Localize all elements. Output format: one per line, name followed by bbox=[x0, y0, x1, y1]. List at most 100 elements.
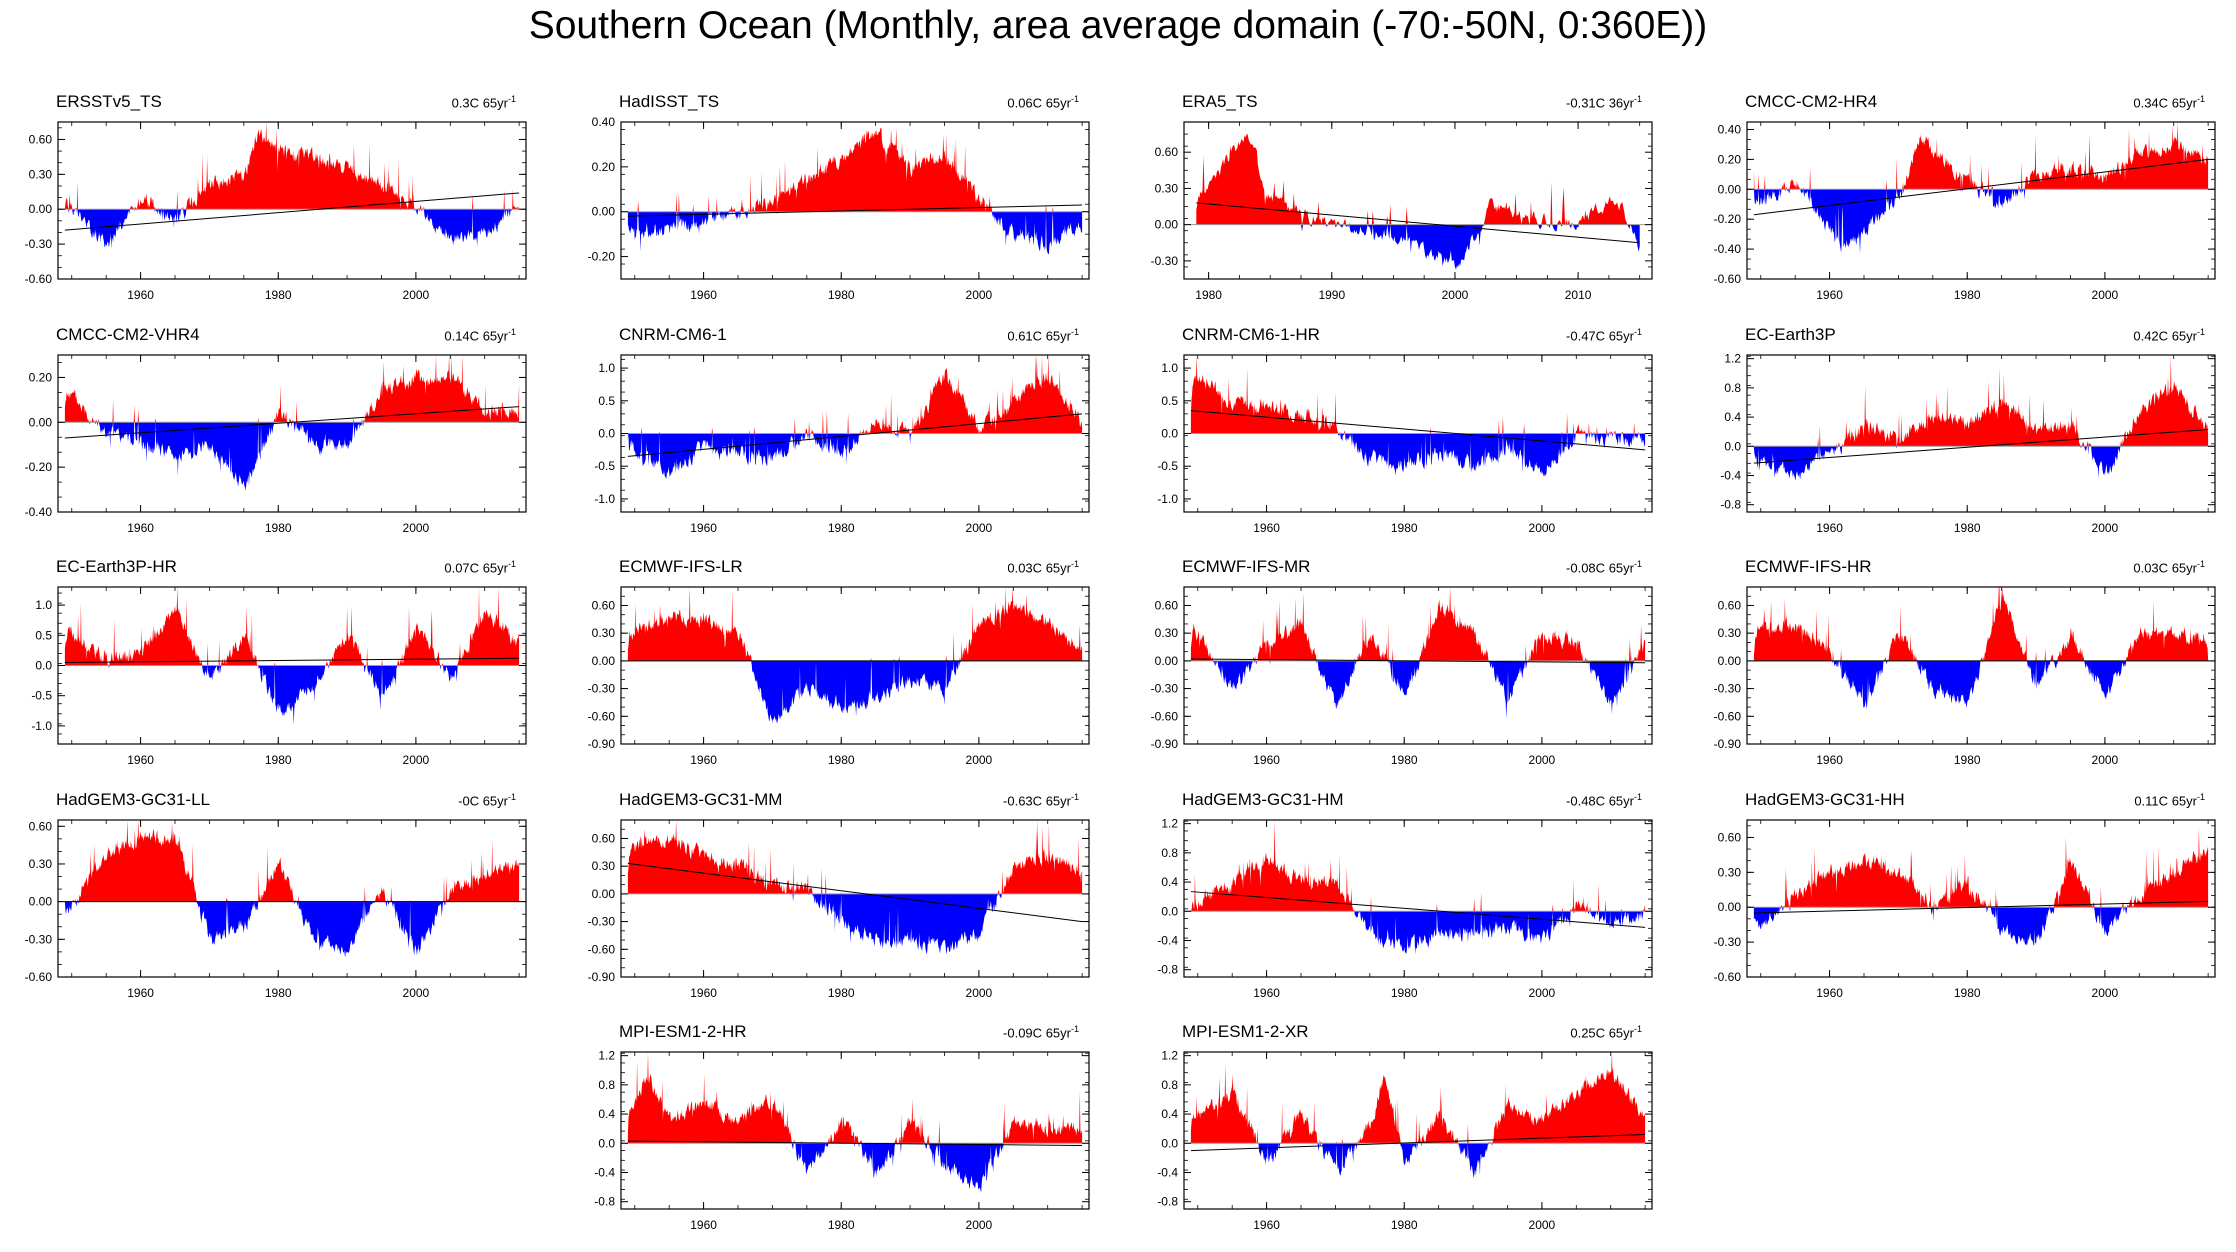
panel-title: EC-Earth3P bbox=[1745, 325, 1836, 344]
panel-title: MPI-ESM1-2-XR bbox=[1182, 1022, 1309, 1041]
y-tick-label: -0.90 bbox=[588, 737, 616, 751]
x-tick-label: 2000 bbox=[1442, 288, 1469, 302]
trend-label: 0.3C 65yr-1 bbox=[452, 94, 516, 110]
trend-period: 65yr bbox=[1045, 1025, 1071, 1041]
y-tick-label: 0.00 bbox=[592, 205, 616, 219]
trend-line bbox=[64, 192, 520, 231]
trend-period: 36yr bbox=[1608, 95, 1634, 111]
trend-exponent: -1 bbox=[1070, 1024, 1079, 1034]
positive-anomaly-area bbox=[1190, 587, 1646, 661]
y-tick-label: -1.0 bbox=[1157, 492, 1178, 506]
chart-panel: MPI-ESM1-2-XR 0.25C 65yr-1 1.2 0.8 0.4 0.0 -0.… bbox=[1136, 1022, 1656, 1252]
chart-panel: ERA5_TS -0.31C 36yr-1 0.60 0.30 0.00 -0.30 198… bbox=[1136, 92, 1656, 322]
negative-anomaly-area bbox=[1753, 446, 2209, 481]
trend-value: -0.48C bbox=[1566, 793, 1606, 809]
trend-value: 0.3C bbox=[451, 95, 480, 111]
trend-label: 0.06C 65yr-1 bbox=[1007, 94, 1079, 110]
y-tick-label: -0.4 bbox=[1157, 1165, 1178, 1179]
trend-line bbox=[627, 1140, 1083, 1146]
y-tick-label: 0.00 bbox=[1718, 182, 1742, 196]
positive-anomaly-area bbox=[627, 1052, 1083, 1144]
y-tick-label: 0.4 bbox=[1161, 875, 1178, 889]
trend-line bbox=[1190, 891, 1646, 928]
trend-value: 0.25C bbox=[1570, 1025, 1606, 1041]
trend-exponent: -1 bbox=[1070, 94, 1079, 104]
x-tick-label: 2000 bbox=[2092, 521, 2119, 535]
negative-anomaly-area bbox=[64, 209, 520, 249]
chart-panel: EC-Earth3P-HR 0.07C 65yr-1 1.0 0.5 0.0 -0.5 -1… bbox=[10, 557, 530, 787]
y-tick-label: 0.0 bbox=[1161, 904, 1178, 918]
negative-anomaly-area bbox=[64, 422, 520, 491]
positive-anomaly-area bbox=[64, 122, 520, 210]
trend-exponent: -1 bbox=[2196, 327, 2205, 337]
negative-anomaly-area bbox=[1753, 660, 2209, 709]
trend-exponent: -1 bbox=[2196, 792, 2205, 802]
y-tick-label: 0.0 bbox=[598, 427, 615, 441]
trend-label: 0.03C 65yr-1 bbox=[2133, 559, 2205, 575]
x-tick-label: 2000 bbox=[2092, 288, 2119, 302]
panel-plot: 1.2 0.8 0.4 0.0 -0.4 -0.8 1960 1980 2000 bbox=[1720, 352, 2216, 535]
y-tick-label: 0.00 bbox=[1155, 218, 1179, 232]
plot-frame bbox=[620, 121, 1090, 280]
y-tick-label: -0.30 bbox=[25, 237, 53, 251]
positive-anomaly-area bbox=[1190, 820, 1646, 912]
y-tick-label: 1.0 bbox=[1161, 361, 1178, 375]
chart-panel: HadGEM3-GC31-MM -0.63C 65yr-1 0.60 0.30 0.00… bbox=[573, 790, 1093, 1020]
panel-title: MPI-ESM1-2-HR bbox=[619, 1022, 747, 1041]
y-tick-label: -0.5 bbox=[31, 689, 52, 703]
negative-anomaly-area bbox=[1190, 911, 1646, 955]
y-tick-label: 0.00 bbox=[29, 415, 53, 429]
x-tick-label: 1960 bbox=[1253, 986, 1280, 1000]
y-tick-label: 0.5 bbox=[1161, 394, 1178, 408]
negative-anomaly-area bbox=[627, 211, 1083, 255]
trend-period: 65yr bbox=[1045, 328, 1071, 344]
chart-panel: ECMWF-IFS-MR -0.08C 65yr-1 0.60 0.30 0.00 -0.… bbox=[1136, 557, 1656, 787]
trend-exponent: -1 bbox=[2196, 559, 2205, 569]
y-tick-label: 0.00 bbox=[1718, 654, 1742, 668]
y-tick-label: 0.00 bbox=[1718, 900, 1742, 914]
x-tick-label: 2000 bbox=[966, 1218, 993, 1232]
trend-line bbox=[627, 204, 1083, 217]
positive-anomaly-area bbox=[1753, 122, 2209, 190]
y-tick-label: -1.0 bbox=[31, 719, 52, 733]
plot-frame bbox=[620, 819, 1090, 978]
trend-label: -0.31C 36yr-1 bbox=[1566, 94, 1642, 110]
y-tick-label: 0.4 bbox=[1161, 1107, 1178, 1121]
plot-frame bbox=[1746, 121, 2216, 280]
panel-plot: 0.60 0.30 0.00 -0.30 1980 1990 2000 2010 bbox=[1151, 121, 1653, 302]
y-tick-label: 0.0 bbox=[1724, 439, 1741, 453]
trend-exponent: -1 bbox=[1070, 792, 1079, 802]
trend-label: 0.34C 65yr-1 bbox=[2133, 94, 2205, 110]
y-tick-label: 0.8 bbox=[1161, 846, 1178, 860]
negative-anomaly-area bbox=[1190, 660, 1646, 719]
positive-anomaly-area bbox=[627, 587, 1083, 661]
panel-plot: 0.60 0.30 0.00 -0.30 -0.60 1960 1980 2000 bbox=[1714, 819, 2216, 1000]
y-tick-label: 0.60 bbox=[29, 132, 53, 146]
positive-anomaly-area bbox=[627, 820, 1083, 894]
x-tick-label: 1960 bbox=[1816, 753, 1843, 767]
trend-label: -0.63C 65yr-1 bbox=[1003, 792, 1079, 808]
y-tick-label: 0.30 bbox=[29, 857, 53, 871]
y-tick-label: 0.0 bbox=[35, 659, 52, 673]
trend-line bbox=[64, 657, 520, 663]
positive-anomaly-area bbox=[64, 587, 520, 666]
panel-title: ERSSTv5_TS bbox=[56, 92, 162, 111]
y-tick-label: 0.00 bbox=[29, 202, 53, 216]
trend-value: 0.03C bbox=[2133, 560, 2169, 576]
trend-period: 65yr bbox=[2171, 793, 2197, 809]
trend-period: 65yr bbox=[2171, 328, 2197, 344]
panel-title: ECMWF-IFS-LR bbox=[619, 557, 743, 576]
y-tick-label: -0.60 bbox=[1714, 272, 1742, 286]
negative-anomaly-area bbox=[1753, 907, 2209, 946]
trend-value: 0.06C bbox=[1007, 95, 1043, 111]
y-tick-label: 0.4 bbox=[1724, 410, 1741, 424]
y-tick-label: -0.30 bbox=[588, 915, 616, 929]
y-tick-label: 0.30 bbox=[1155, 181, 1179, 195]
panel-title: CNRM-CM6-1-HR bbox=[1182, 325, 1320, 344]
y-tick-label: 0.40 bbox=[1718, 122, 1742, 136]
y-tick-label: -0.60 bbox=[1151, 709, 1179, 723]
y-tick-label: 0.00 bbox=[1155, 654, 1179, 668]
x-tick-label: 2000 bbox=[1529, 753, 1556, 767]
panel-plot: 0.60 0.30 0.00 -0.30 -0.60 -0.90 1960 1980 2000 bbox=[1714, 586, 2216, 767]
chart-panel: EC-Earth3P 0.42C 65yr-1 1.2 0.8 0.4 0.0 -0.4 -0… bbox=[1699, 325, 2219, 555]
